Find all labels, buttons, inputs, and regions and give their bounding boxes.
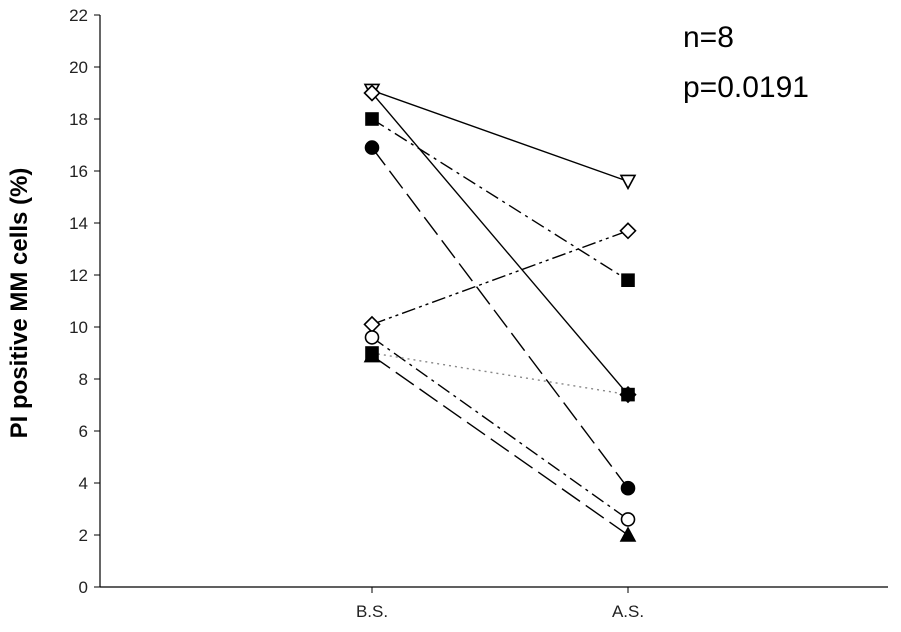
series-5-point-bs	[363, 315, 381, 334]
series-4-line	[371, 147, 629, 489]
series-2-line	[371, 92, 629, 396]
y-tick-label: 6	[79, 422, 88, 441]
series-8-point-bs	[363, 346, 381, 363]
x-tick-label: B.S.	[356, 602, 388, 621]
series-3-point-bs	[365, 112, 379, 126]
y-tick-label: 10	[69, 318, 88, 337]
series-3-line	[371, 118, 629, 281]
series-8-point-as	[619, 526, 637, 542]
y-tick-label: 4	[79, 474, 88, 493]
series-layer	[363, 83, 637, 542]
series-5-point-as	[619, 222, 637, 240]
x-tick-label: A.S.	[612, 602, 644, 621]
axes: 0 2 4 6 8 10 12 14 16 18 20 22 B.S. A.S.	[69, 6, 888, 621]
y-tick-label: 18	[69, 110, 88, 129]
y-tick-label: 20	[69, 58, 88, 77]
series-7-line	[371, 352, 629, 396]
annotation-n: n=8	[683, 21, 734, 54]
series-4-point-as	[620, 480, 636, 496]
series-4-point-bs	[364, 140, 380, 155]
y-tick-label: 22	[69, 6, 88, 25]
y-tick-label: 14	[69, 214, 88, 233]
series-2-point-bs	[363, 84, 381, 102]
y-tick-label: 12	[69, 266, 88, 285]
series-3-point-as	[621, 273, 635, 288]
series-6-line	[371, 336, 629, 520]
series-5-line	[371, 230, 629, 326]
y-tick-label: 0	[79, 578, 88, 597]
y-tick-label: 16	[69, 162, 88, 181]
annotation-p: p=0.0191	[683, 71, 809, 104]
y-axis-title: PI positive MM cells (%)	[6, 168, 33, 439]
series-7-point-as	[621, 387, 635, 402]
y-tick-label: 2	[79, 526, 88, 545]
series-1-line	[371, 89, 629, 183]
series-1-point-as	[619, 174, 637, 191]
series-6-point-as	[620, 512, 636, 527]
y-tick-label: 8	[79, 370, 88, 389]
series-8-line	[371, 355, 629, 536]
series-6-point-bs	[364, 330, 380, 345]
